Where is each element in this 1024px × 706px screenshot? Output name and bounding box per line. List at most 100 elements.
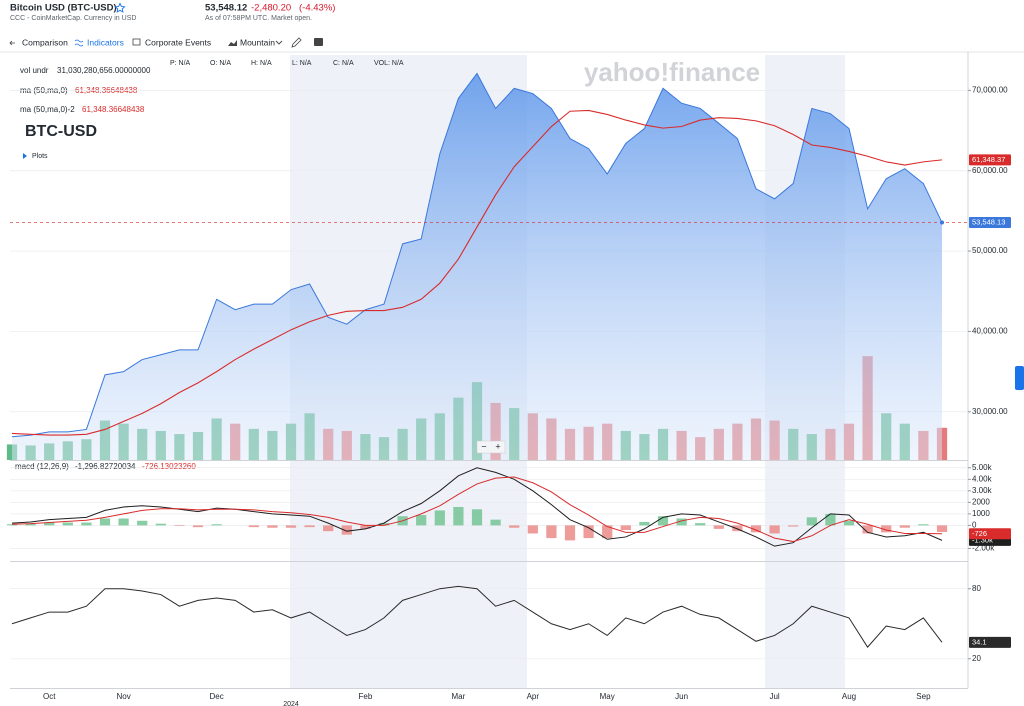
y-tick-label: 60,000.00 xyxy=(972,166,1008,175)
histogram-bar xyxy=(583,525,594,539)
zoom-in[interactable]: + xyxy=(495,441,500,451)
histogram-bar xyxy=(137,520,148,526)
watchlist-star[interactable] xyxy=(114,2,126,13)
histogram-bar xyxy=(267,525,278,528)
histogram-bar xyxy=(825,513,836,526)
asset-title: Bitcoin USD (BTC-USD) xyxy=(10,3,117,14)
draw-tool[interactable] xyxy=(291,37,302,48)
histogram-bar xyxy=(471,509,483,526)
price: 53,548.12 xyxy=(205,3,247,14)
symbol-label: BTC-USD xyxy=(25,123,97,140)
x-tick-label: Jul xyxy=(769,692,779,701)
toolbar-button[interactable]: Indicators xyxy=(87,37,124,47)
histogram-bar xyxy=(881,525,892,533)
y-tick-label: 40,000.00 xyxy=(972,327,1008,336)
histogram-bar xyxy=(918,524,929,526)
comparison-icon xyxy=(9,40,15,46)
y-tick-label: 5.00k xyxy=(972,463,993,472)
histogram-bar xyxy=(713,525,724,529)
ohlc-field: P: N/A xyxy=(170,60,191,67)
x-tick-label: Dec xyxy=(209,692,223,701)
last-value-label: 61,348.37 xyxy=(972,155,1005,164)
histogram-bar xyxy=(750,525,762,533)
histogram-bar xyxy=(899,525,910,528)
legend-name: vol undr xyxy=(20,66,49,75)
x-tick-label: Aug xyxy=(842,692,856,701)
histogram-bar xyxy=(62,522,73,526)
x-tick-label: Mar xyxy=(452,692,466,701)
histogram-bar xyxy=(695,523,706,526)
legend-value: -1,296.82720034 xyxy=(75,462,136,471)
histogram-bar xyxy=(639,521,650,526)
y-tick-label: 80 xyxy=(972,584,981,593)
ohlc-field: C: N/A xyxy=(333,60,354,67)
last-price-dot xyxy=(940,220,944,225)
side-panel-tab[interactable] xyxy=(1015,366,1024,390)
ohlc-field: O: N/A xyxy=(210,60,231,67)
y-tick-label: 2000 xyxy=(972,497,990,506)
histogram-bar xyxy=(620,525,631,531)
histogram-bar xyxy=(843,520,855,526)
ohlc-field: H: N/A xyxy=(251,60,272,67)
histogram-bar xyxy=(602,525,613,539)
price-line xyxy=(11,72,943,438)
price-area xyxy=(12,73,942,460)
histogram-bar xyxy=(788,525,799,527)
toolbar-button[interactable]: Mountain xyxy=(240,37,275,47)
x-tick-label: Nov xyxy=(116,692,130,701)
toolbar-button[interactable]: Corporate Events xyxy=(145,37,211,47)
histogram-bar xyxy=(304,525,315,528)
last-value-label: -726 xyxy=(972,529,987,538)
histogram-bar xyxy=(509,525,520,528)
plots-caret xyxy=(23,153,27,159)
histogram-bar xyxy=(564,525,576,541)
plot-area xyxy=(6,72,971,660)
last-value-tag xyxy=(969,528,1011,540)
plots-button[interactable]: Plots xyxy=(32,153,48,160)
histogram-bar xyxy=(453,506,464,526)
indicator-line xyxy=(11,467,943,547)
histogram-bar xyxy=(676,518,687,526)
price-change: -2,480.20 xyxy=(251,3,291,14)
histogram-bar xyxy=(44,522,55,526)
indicators-icon xyxy=(74,39,84,47)
histogram-bar xyxy=(732,525,743,532)
legend-name: ma (50,ma,0)-2 xyxy=(20,105,75,114)
histogram-bar xyxy=(936,525,948,532)
macd-legend: macd (12,26,9) xyxy=(15,462,69,471)
histogram-bar xyxy=(434,510,445,526)
events-icon xyxy=(132,38,141,46)
asset-subtitle: CCC - CoinMarketCap. Currency in USD xyxy=(10,15,136,22)
histogram-bar xyxy=(211,524,222,526)
x-tick-label: Jun xyxy=(675,692,688,701)
indicator-line xyxy=(11,476,943,543)
histogram-bar xyxy=(192,525,204,528)
dropdown-caret xyxy=(275,40,283,45)
histogram-bar xyxy=(118,518,129,526)
ma-line xyxy=(11,109,943,436)
last-value-label: 34.1 xyxy=(972,637,987,646)
histogram-bar xyxy=(285,525,297,528)
x-tick-label: Sep xyxy=(916,692,931,701)
y-tick-label: 70,000.00 xyxy=(972,85,1008,94)
y-tick-label: 30,000.00 xyxy=(972,407,1008,416)
legend-value: -726.13023260 xyxy=(142,462,196,471)
y-tick-label: 3.00k xyxy=(972,486,993,495)
histogram-bar xyxy=(806,517,817,526)
legend-value: 61,348.36648438 xyxy=(82,105,145,114)
y-tick-label: 4.00k xyxy=(972,474,993,483)
legend-value: 31,030,280,656.00000000 xyxy=(57,66,151,75)
y-tick-label: 20 xyxy=(972,654,981,663)
indicator-line xyxy=(11,585,943,648)
histogram-bar xyxy=(248,525,259,528)
last-value-tag xyxy=(969,217,1011,229)
zoom-out[interactable]: − xyxy=(481,441,486,451)
toolbar-button[interactable]: Comparison xyxy=(22,37,68,47)
histogram-bar xyxy=(490,519,501,526)
histogram-bar xyxy=(174,525,185,526)
histogram-bar xyxy=(6,524,18,526)
settings-tool[interactable] xyxy=(314,38,323,46)
ohlc-field: L: N/A xyxy=(292,60,312,67)
